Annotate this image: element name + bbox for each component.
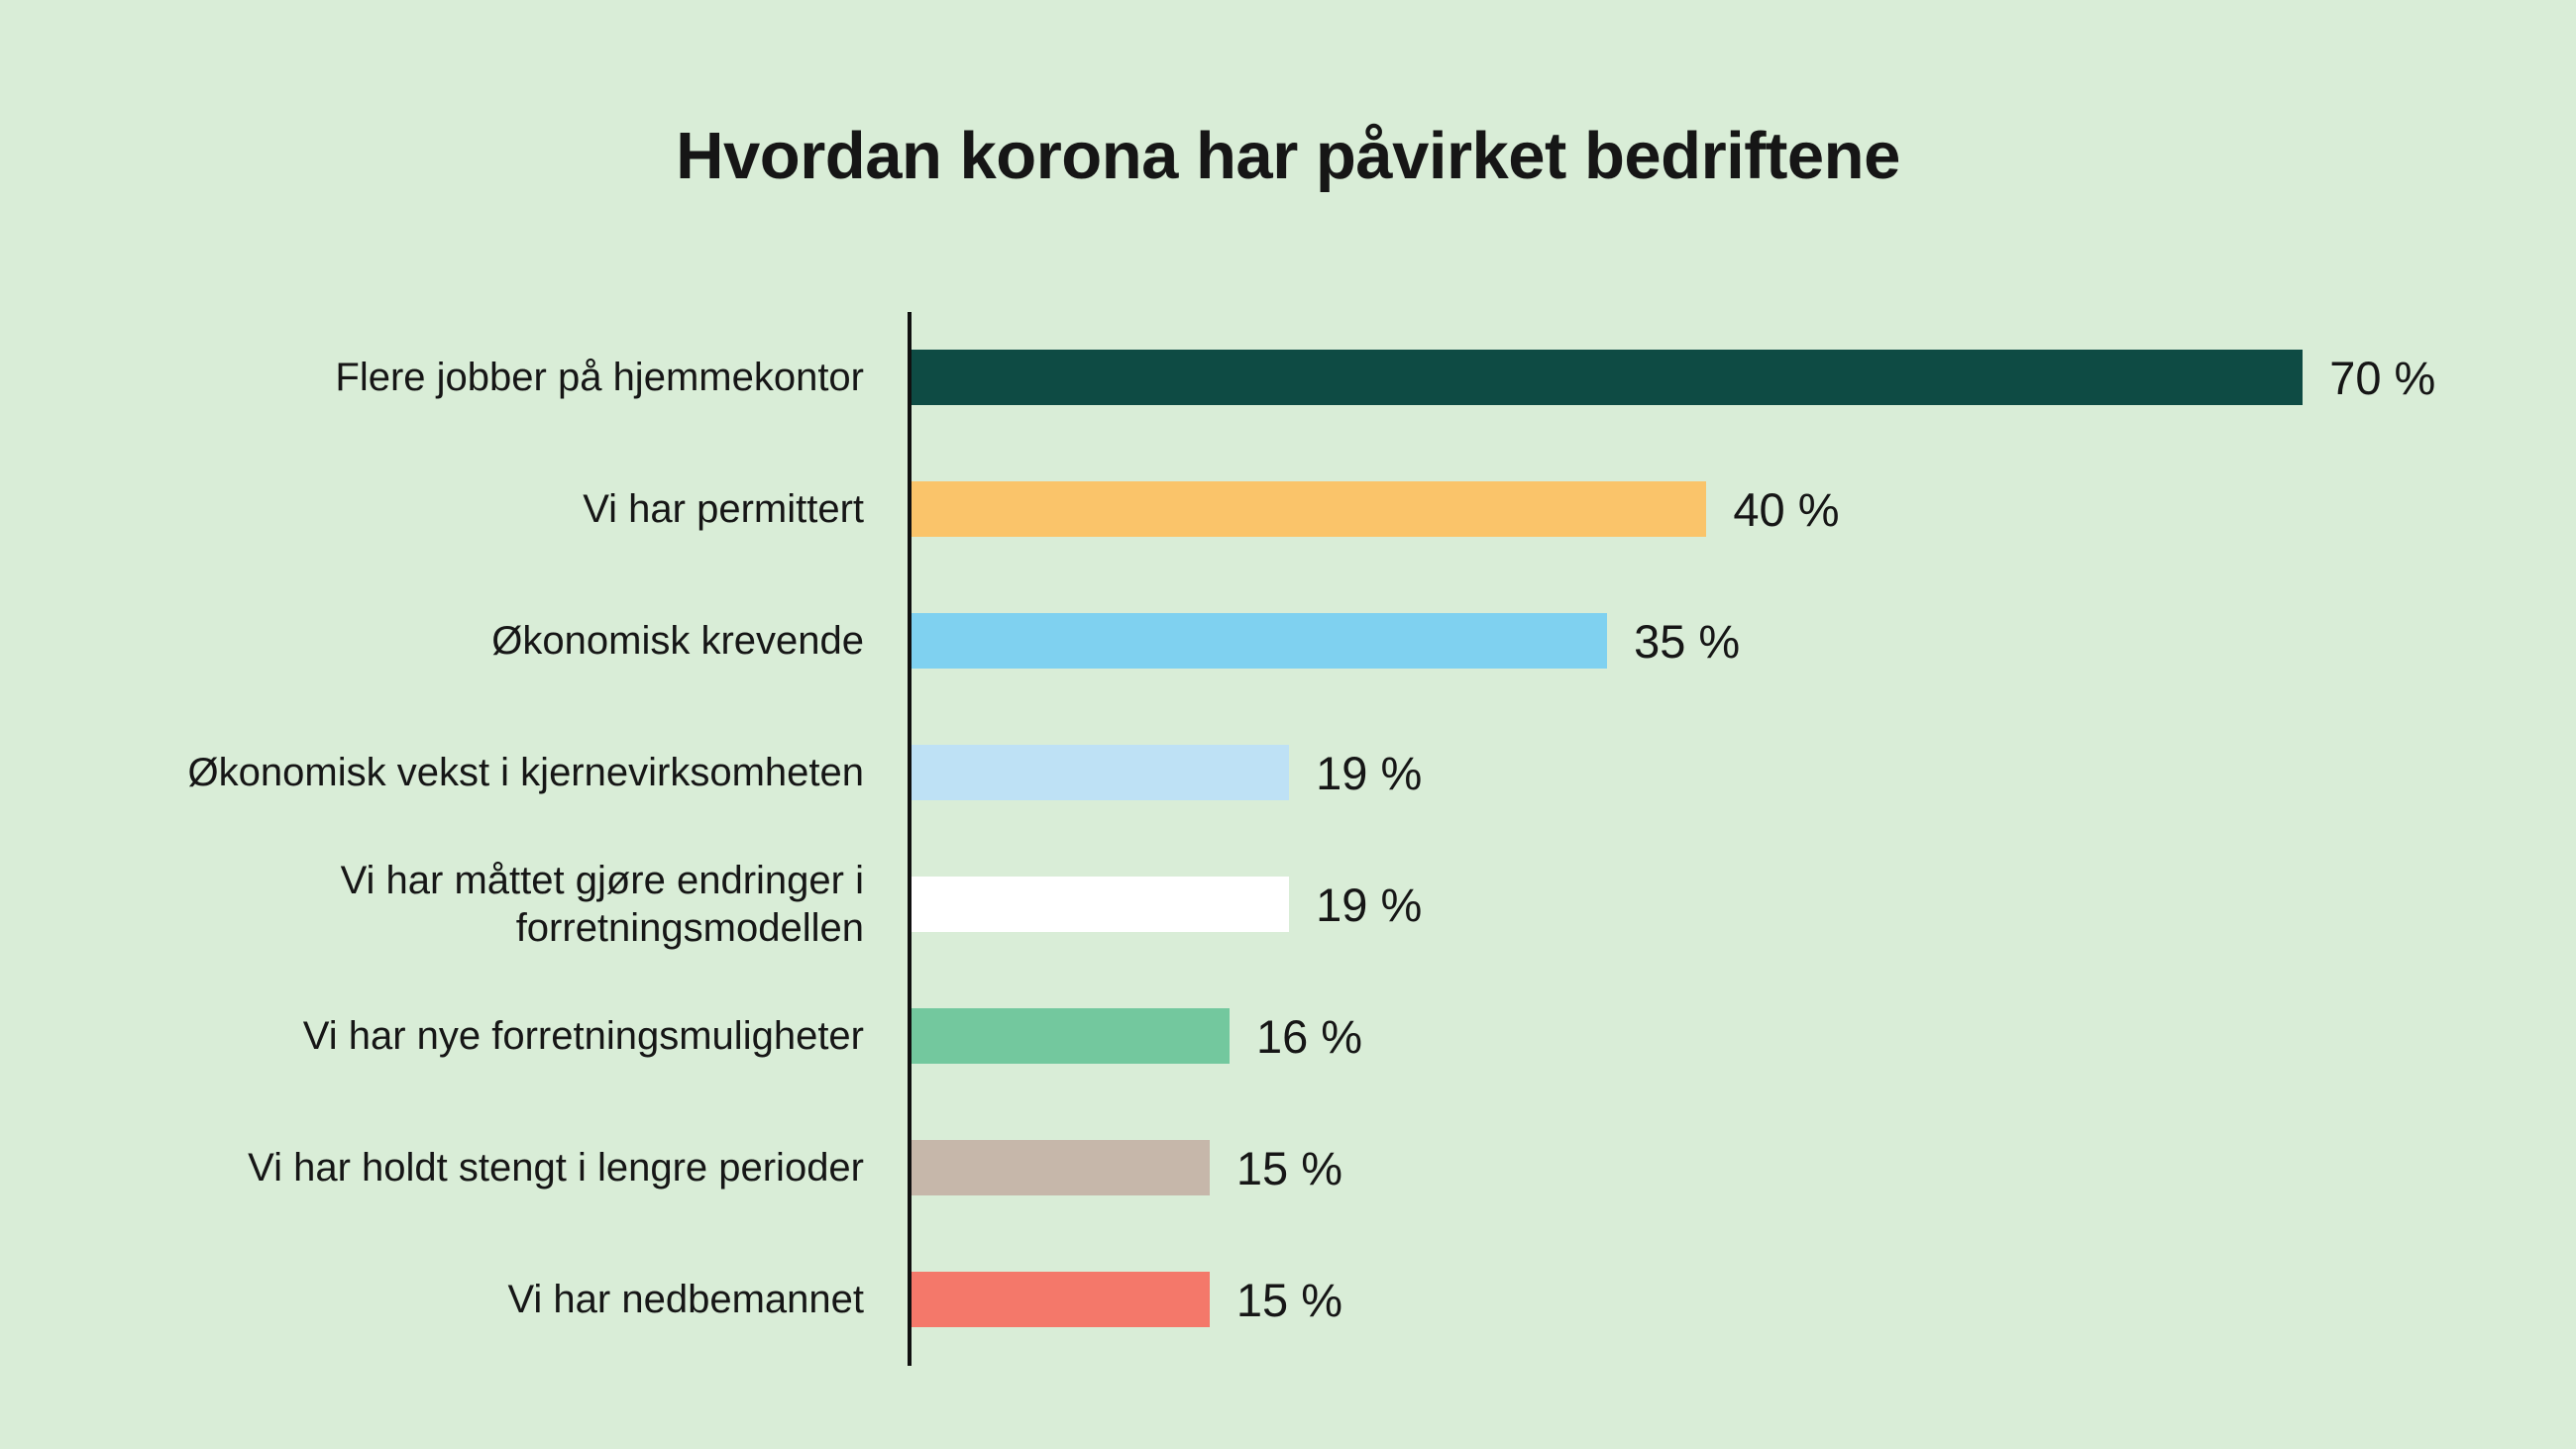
bar <box>912 481 1707 537</box>
value-label: 15 % <box>1235 1274 1343 1326</box>
category-label: Flere jobber på hjemmekontor <box>335 355 864 399</box>
category-label: Vi har nye forretningsmuligheter <box>302 1013 864 1058</box>
chart-row: Økonomisk krevende 35 % <box>0 575 2576 707</box>
value-label: 16 % <box>1255 1010 1363 1063</box>
category-label: Økonomisk vekst i kjernevirksomheten <box>187 750 864 794</box>
bar <box>912 745 1290 800</box>
value-label: 19 % <box>1316 879 1423 931</box>
chart-row: Økonomisk vekst i kjernevirksomheten 19 % <box>0 707 2576 839</box>
category-label: Vi har måttet gjøre endringer i forretni… <box>340 859 864 950</box>
chart-row: Vi har måttet gjøre endringer i forretni… <box>0 839 2576 971</box>
bar <box>912 877 1290 932</box>
chart-row: Flere jobber på hjemmekontor 70 % <box>0 312 2576 444</box>
chart-title: Hvordan korona har påvirket bedriftene <box>676 119 1900 193</box>
value-label: 35 % <box>1634 615 1741 668</box>
bar <box>912 1272 1210 1327</box>
category-label: Vi har holdt stengt i lengre perioder <box>248 1145 864 1190</box>
y-axis-line <box>908 312 912 1366</box>
bar <box>912 1008 1230 1064</box>
category-label: Økonomisk krevende <box>491 618 864 663</box>
chart-row: Vi har holdt stengt i lengre perioder 15 … <box>0 1102 2576 1234</box>
chart-row: Vi har nedbemannet 15 % <box>0 1234 2576 1366</box>
bar <box>912 350 2304 405</box>
value-label: 15 % <box>1235 1142 1343 1194</box>
category-label: Vi har nedbemannet <box>507 1277 864 1321</box>
category-label: Vi har permittert <box>583 486 864 531</box>
value-label: 40 % <box>1733 483 1840 536</box>
value-label: 70 % <box>2329 352 2436 404</box>
chart-row: Vi har nye forretningsmuligheter 16 % <box>0 971 2576 1102</box>
bar-chart: Flere jobber på hjemmekontor 70 % Vi har p… <box>0 312 2576 1366</box>
bar <box>912 613 1608 669</box>
value-label: 19 % <box>1316 747 1423 799</box>
bar <box>912 1140 1210 1195</box>
chart-row: Vi har permittert 40 % <box>0 444 2576 575</box>
